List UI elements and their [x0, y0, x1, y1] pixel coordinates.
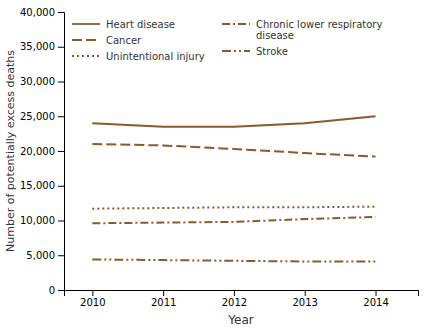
x-axis-tick-label: 2013	[292, 297, 317, 308]
y-axis-tick: 0	[49, 285, 64, 296]
legend-item: Heart disease	[72, 19, 175, 30]
legend-label-line: Heart disease	[106, 19, 175, 30]
y-axis-tick: 5,000	[26, 250, 64, 261]
y-axis-tick: 40,000	[20, 7, 64, 18]
y-axis-tick-mark	[58, 82, 64, 83]
x-axis-title: Year	[227, 313, 253, 327]
x-axis-line	[65, 291, 419, 297]
legend-label-line: Unintentional injury	[106, 51, 205, 62]
x-axis-tick: 2012	[222, 290, 247, 308]
x-axis-tick-mark	[163, 290, 164, 296]
y-axis-tick-label: 10,000	[20, 215, 55, 226]
legend-label: Cancer	[106, 35, 142, 46]
x-axis: 2010 2011 2012 2013 2014	[65, 290, 419, 308]
legend-swatch	[72, 55, 100, 57]
chart: 2010 2011 2012 2013 2014 0 5,000 10,000 15,000 20…	[0, 0, 434, 332]
series-line	[92, 144, 375, 157]
legend: Heart disease Cancer Unintentional injury C…	[72, 19, 382, 62]
legend-swatch	[72, 23, 100, 25]
y-axis-tick: 15,000	[20, 180, 64, 191]
x-axis-tick-mark	[234, 290, 235, 296]
legend-swatch	[222, 50, 250, 52]
x-axis-tick: 2013	[292, 290, 317, 308]
legend-label: Heart disease	[106, 19, 175, 30]
series-line	[92, 217, 375, 223]
y-axis-tick-mark	[58, 255, 64, 256]
x-axis-tick-mark	[92, 290, 93, 296]
x-axis-tick-label: 2012	[222, 297, 247, 308]
x-axis-tick-mark	[305, 290, 306, 296]
y-axis-tick-label: 15,000	[20, 180, 55, 191]
y-axis-tick-mark	[58, 290, 64, 291]
y-axis-tick-label: 40,000	[20, 7, 55, 18]
legend-label: Unintentional injury	[106, 51, 205, 62]
y-axis-tick-mark	[58, 116, 64, 117]
y-axis-tick-label: 25,000	[20, 111, 55, 122]
legend-label: Chronic lower respiratorydisease	[256, 19, 382, 41]
x-axis-tick-label: 2010	[80, 297, 105, 308]
x-axis-tick-mark	[376, 290, 377, 296]
legend-label-line: Cancer	[106, 35, 142, 46]
series-line	[92, 259, 375, 261]
y-axis-tick: 30,000	[20, 76, 64, 87]
y-axis-tick-label: 5,000	[26, 250, 55, 261]
series-line	[92, 207, 375, 209]
y-axis-tick-label: 20,000	[20, 146, 55, 157]
y-axis-line	[58, 13, 65, 291]
y-axis-tick-mark	[58, 151, 64, 152]
y-axis-tick-mark	[58, 221, 64, 222]
legend-item: Chronic lower respiratorydisease	[222, 19, 382, 41]
legend-item: Stroke	[222, 46, 288, 57]
y-axis-tick: 10,000	[20, 215, 64, 226]
y-axis-tick-mark	[58, 47, 64, 48]
y-axis: 0 5,000 10,000 15,000 20,000 25,000 30,000 35,0…	[20, 7, 65, 296]
legend-label: Stroke	[256, 46, 288, 57]
y-axis-tick-mark	[58, 186, 64, 187]
lines	[92, 116, 375, 261]
legend-label-line: disease	[256, 30, 294, 41]
y-axis-tick-label: 35,000	[20, 41, 55, 52]
x-axis-tick: 2014	[363, 290, 388, 308]
legend-swatch	[222, 23, 250, 25]
y-axis-tick-label: 0	[49, 285, 55, 296]
legend-swatch	[72, 39, 100, 41]
plot: 2010 2011 2012 2013 2014 0 5,000 10,000 15,000 20…	[20, 7, 419, 308]
x-axis-tick-label: 2011	[151, 297, 176, 308]
y-axis-tick: 35,000	[20, 41, 64, 52]
legend-label-line: Chronic lower respiratory	[256, 19, 382, 30]
y-axis-tick-mark	[58, 12, 64, 13]
legend-item: Cancer	[72, 35, 142, 46]
y-axis-tick: 25,000	[20, 111, 64, 122]
x-axis-tick-label: 2014	[363, 297, 388, 308]
x-axis-tick: 2011	[151, 290, 176, 308]
y-axis-tick-label: 30,000	[20, 76, 55, 87]
legend-label-line: Stroke	[256, 46, 288, 57]
x-axis-tick: 2010	[80, 290, 105, 308]
series-line	[92, 116, 375, 126]
y-axis-tick: 20,000	[20, 146, 64, 157]
y-axis-title: Number of potentially excess deaths	[4, 50, 17, 252]
legend-item: Unintentional injury	[72, 51, 205, 62]
